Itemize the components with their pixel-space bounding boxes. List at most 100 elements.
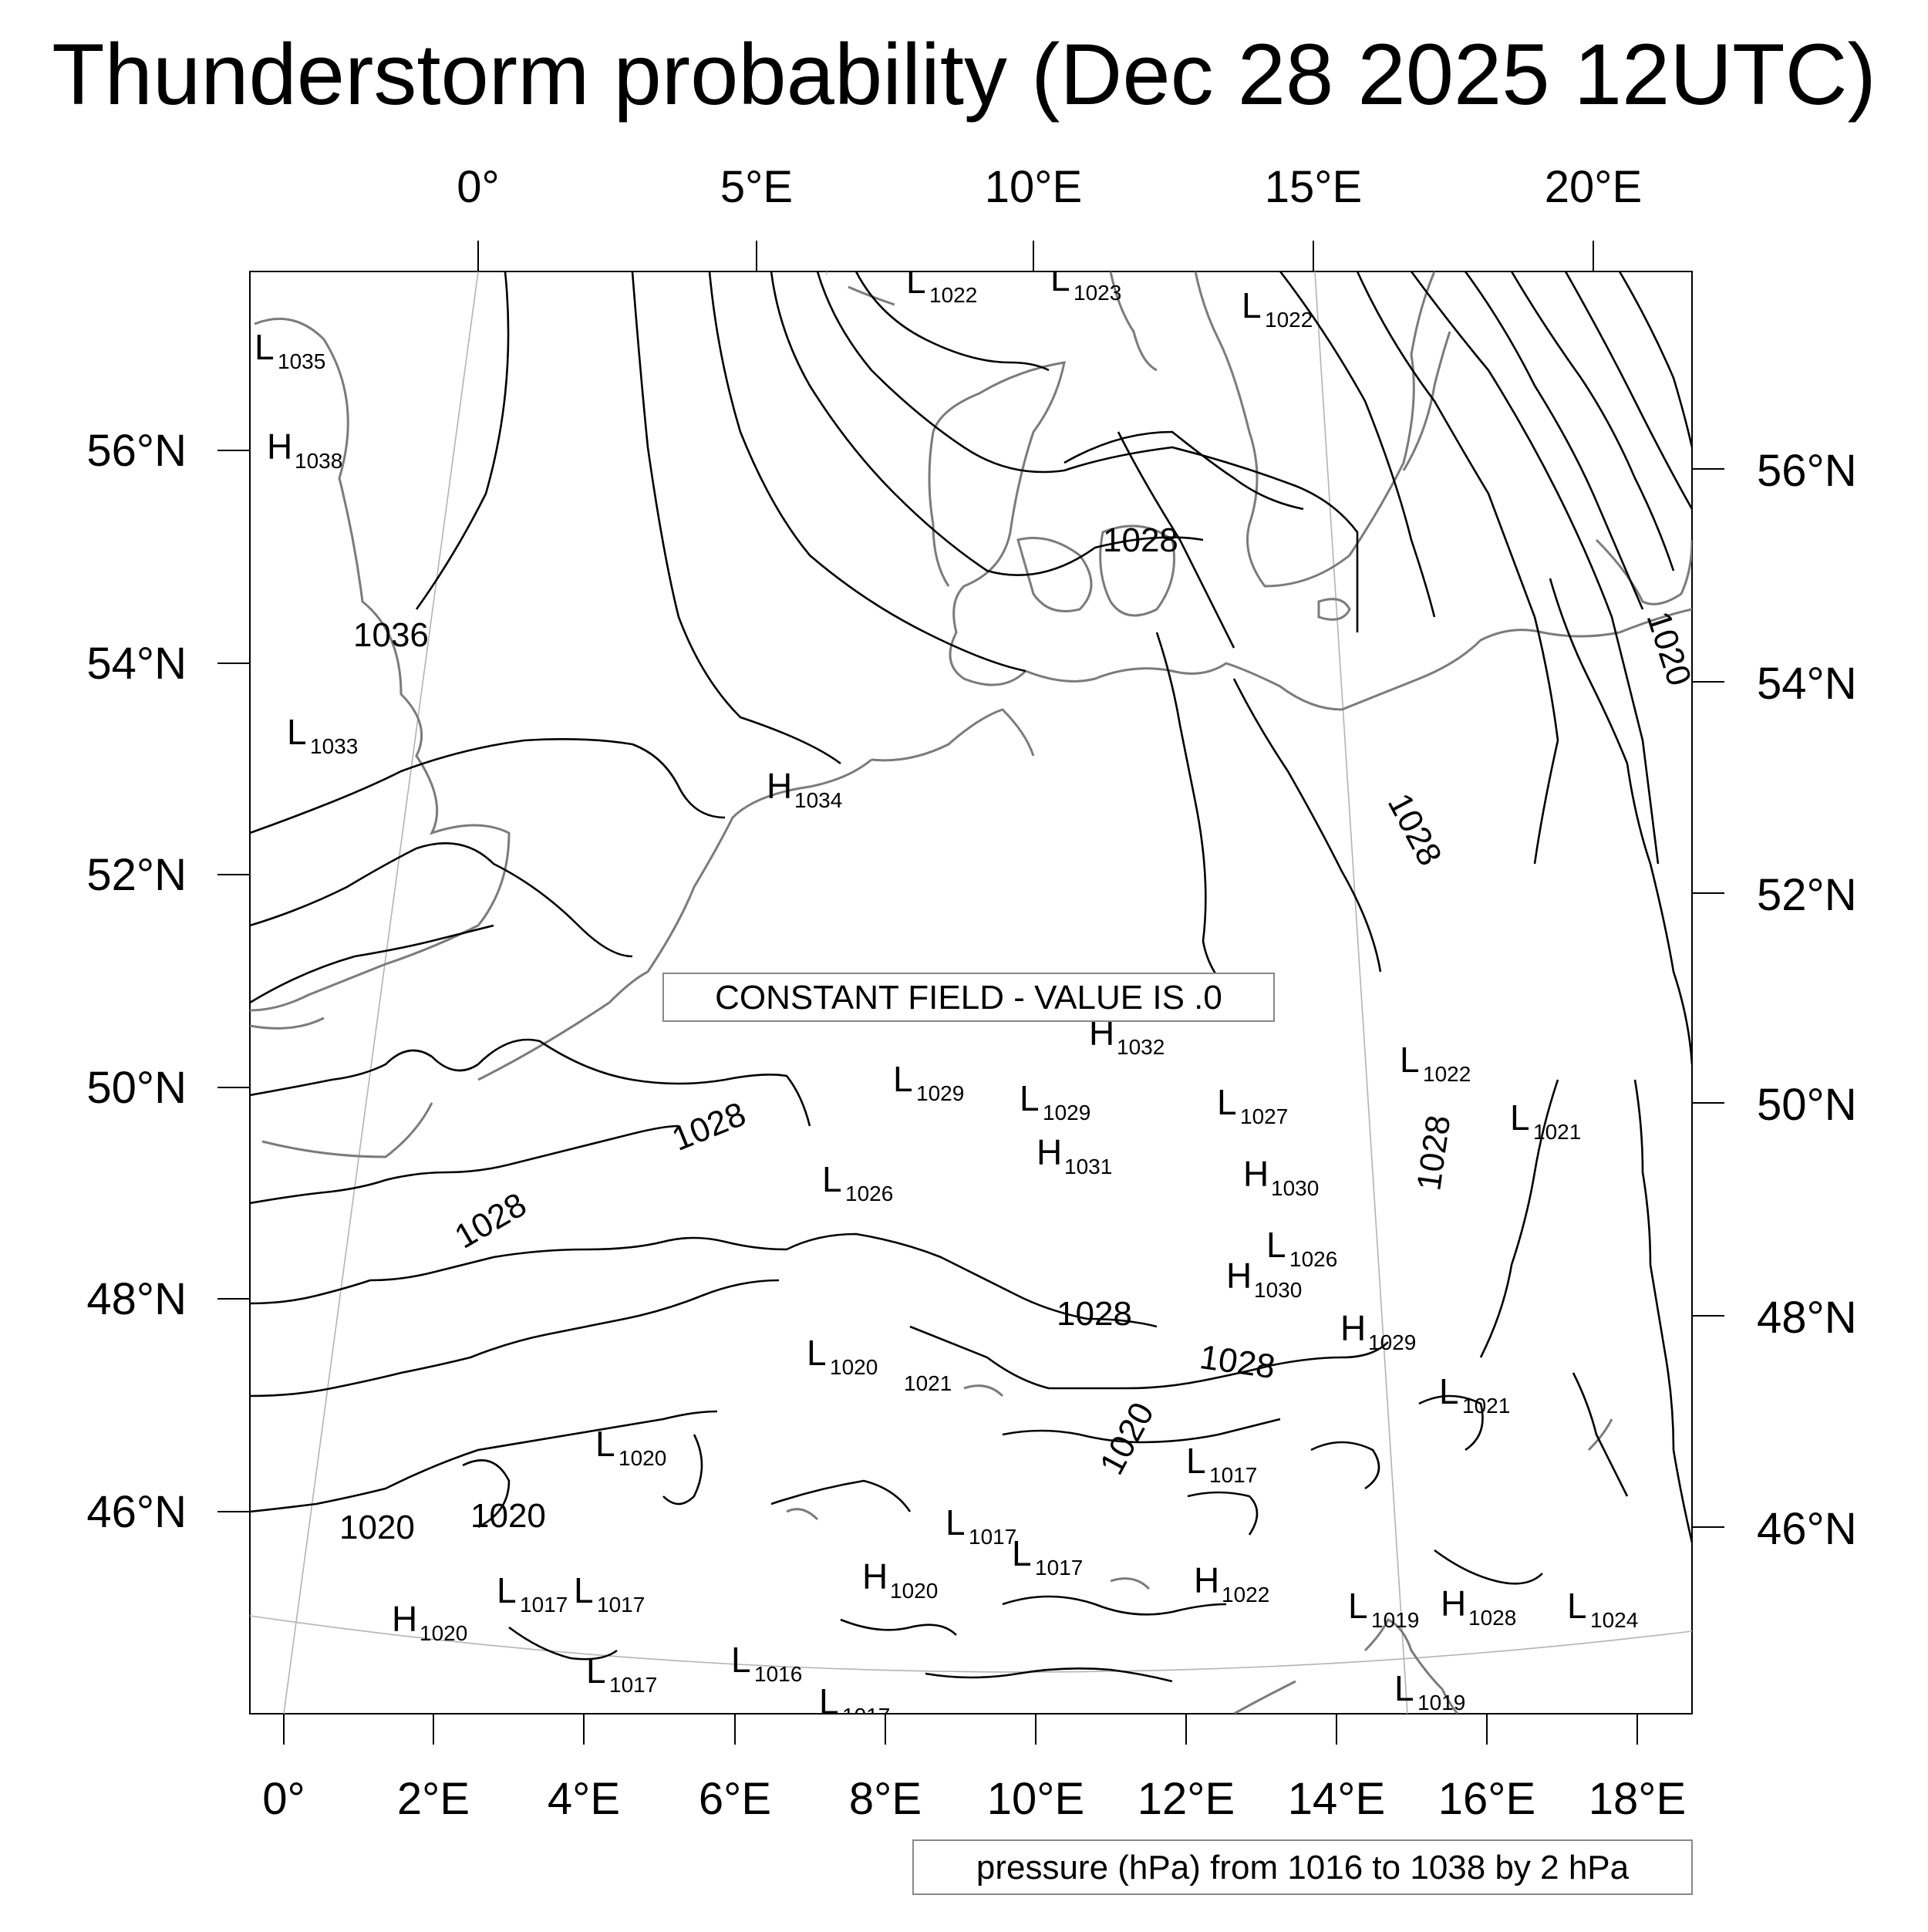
pressure-center-label: L 1029	[1020, 1078, 1090, 1124]
right-axis-label: 56°N	[1757, 446, 1857, 496]
svg-text:L: L	[1567, 1586, 1587, 1626]
left-axis-label: 56°N	[86, 426, 187, 476]
left-axis-label: 52°N	[86, 850, 187, 900]
pressure-center-label: L 1027	[1217, 1082, 1288, 1128]
svg-text:H: H	[1194, 1560, 1219, 1600]
svg-text:L: L	[819, 1681, 839, 1721]
left-axis: 56°N 54°N 52°N 50°N 48°N 46°N	[86, 426, 250, 1537]
svg-text:1020: 1020	[420, 1621, 467, 1645]
bottom-axis: 0° 2°E 4°E 6°E 8°E 10°E 12°E 14°E 16°E 1…	[262, 1714, 1686, 1824]
bottom-axis-label: 0°	[262, 1774, 305, 1824]
contour-label: 1036	[353, 616, 429, 654]
svg-text:1017: 1017	[842, 1704, 890, 1728]
pressure-center-label: L 1017	[1012, 1533, 1083, 1580]
svg-text:1038: 1038	[295, 449, 342, 473]
svg-text:L: L	[807, 1333, 827, 1373]
svg-text:1034: 1034	[794, 788, 842, 812]
svg-text:1029: 1029	[1043, 1101, 1090, 1124]
pressure-center-label: L 1017	[574, 1570, 645, 1617]
pressure-center-label: L 1021	[1439, 1371, 1510, 1418]
pressure-center-label: H 1038	[267, 427, 342, 473]
left-axis-label: 54°N	[86, 639, 187, 689]
svg-text:L: L	[1050, 258, 1070, 298]
pressure-center-label: L 1019	[1348, 1586, 1419, 1632]
svg-text:H: H	[267, 427, 292, 467]
map-title: Thunderstorm probability (Dec 28 2025 12…	[52, 26, 1876, 123]
pressure-center-label: L 1023	[1050, 258, 1121, 305]
right-axis-label: 54°N	[1757, 659, 1857, 709]
svg-text:1019: 1019	[1417, 1691, 1465, 1715]
bottom-axis-label: 10°E	[987, 1774, 1084, 1824]
map-content: 1036 1028 1020 1028 1028 1028 1028 1028 …	[250, 258, 1692, 1728]
svg-text:1030: 1030	[1271, 1176, 1319, 1200]
svg-text:1033: 1033	[310, 734, 358, 758]
svg-text:1032: 1032	[1117, 1035, 1165, 1059]
pressure-center-label: L 1017	[819, 1681, 890, 1728]
pressure-center-label: L 1019	[1394, 1668, 1465, 1715]
svg-text:1024: 1024	[1590, 1608, 1638, 1632]
svg-text:1020: 1020	[830, 1355, 878, 1379]
svg-text:L: L	[906, 261, 926, 301]
svg-text:1022: 1022	[1222, 1583, 1269, 1607]
top-axis-label: 15°E	[1265, 162, 1362, 212]
svg-text:1035: 1035	[278, 349, 325, 373]
bottom-axis-label: 18°E	[1589, 1774, 1686, 1824]
info-box-text: pressure (hPa) from 1016 to 1038 by 2 hP…	[976, 1849, 1630, 1886]
svg-text:L: L	[1020, 1078, 1040, 1118]
right-axis-label: 48°N	[1757, 1293, 1857, 1343]
svg-text:1020: 1020	[619, 1446, 666, 1470]
svg-text:L: L	[254, 327, 275, 367]
svg-text:1026: 1026	[1289, 1247, 1337, 1271]
svg-text:H: H	[767, 766, 792, 806]
svg-text:1017: 1017	[520, 1593, 568, 1617]
svg-text:1021: 1021	[1462, 1394, 1510, 1418]
contour-label: 1028	[1057, 1295, 1132, 1333]
contour-label: 1028	[1103, 521, 1178, 559]
svg-text:1022: 1022	[929, 283, 977, 307]
bottom-axis-label: 4°E	[548, 1774, 620, 1824]
top-axis-label: 10°E	[985, 162, 1082, 212]
pressure-center-label: L 1022	[1400, 1040, 1471, 1086]
pressure-center-label: L 1017	[945, 1502, 1016, 1549]
top-axis: 0° 5°E 10°E 15°E 20°E	[457, 162, 1642, 271]
pressure-center-label: L 1026	[822, 1159, 893, 1205]
pressure-center-label: H 1028	[1441, 1583, 1516, 1630]
svg-text:1017: 1017	[969, 1525, 1016, 1549]
svg-text:L: L	[287, 712, 307, 752]
svg-text:L: L	[1012, 1533, 1032, 1573]
svg-text:L: L	[893, 1059, 913, 1099]
pressure-center-label: H 1031	[1036, 1132, 1112, 1178]
svg-text:1017: 1017	[597, 1593, 645, 1617]
left-axis-label: 48°N	[86, 1274, 187, 1324]
pressure-center-label: L 1024	[1567, 1586, 1638, 1632]
right-axis: 56°N 54°N 52°N 50°N 48°N 46°N	[1692, 446, 1857, 1554]
bottom-axis-label: 8°E	[849, 1774, 922, 1824]
svg-text:L: L	[822, 1159, 842, 1199]
pressure-center-label: H 1030	[1243, 1154, 1319, 1200]
top-axis-label: 0°	[457, 162, 499, 212]
svg-text:L: L	[1348, 1586, 1368, 1626]
pressure-center-label: H 1020	[392, 1599, 467, 1645]
pressure-center-label: L 1017	[497, 1570, 568, 1617]
svg-text:L: L	[1510, 1097, 1530, 1138]
svg-text:H: H	[1036, 1132, 1062, 1172]
svg-text:H: H	[1340, 1308, 1366, 1348]
pressure-center-label: L 1020	[595, 1424, 666, 1470]
pressure-center-label: L 1021	[1510, 1097, 1581, 1144]
svg-text:1030: 1030	[1254, 1278, 1302, 1302]
pressure-center-label: L 1017	[1186, 1441, 1257, 1487]
svg-text:H: H	[1226, 1256, 1252, 1296]
pressure-center-label: L 1022	[1242, 285, 1313, 332]
svg-text:L: L	[1394, 1668, 1414, 1708]
svg-text:1020: 1020	[890, 1579, 938, 1603]
pressure-center-label: L 1022	[906, 261, 977, 307]
svg-text:1027: 1027	[1240, 1104, 1288, 1128]
pressure-center-label: L 1029	[893, 1059, 964, 1105]
contour-label: 1021	[904, 1371, 952, 1395]
bottom-axis-label: 14°E	[1288, 1774, 1385, 1824]
pressure-center-label: L 1026	[1266, 1225, 1337, 1271]
pressure-center-label: H 1029	[1340, 1308, 1416, 1354]
svg-text:L: L	[1217, 1082, 1237, 1122]
pressure-center-label: L 1020	[807, 1333, 878, 1379]
